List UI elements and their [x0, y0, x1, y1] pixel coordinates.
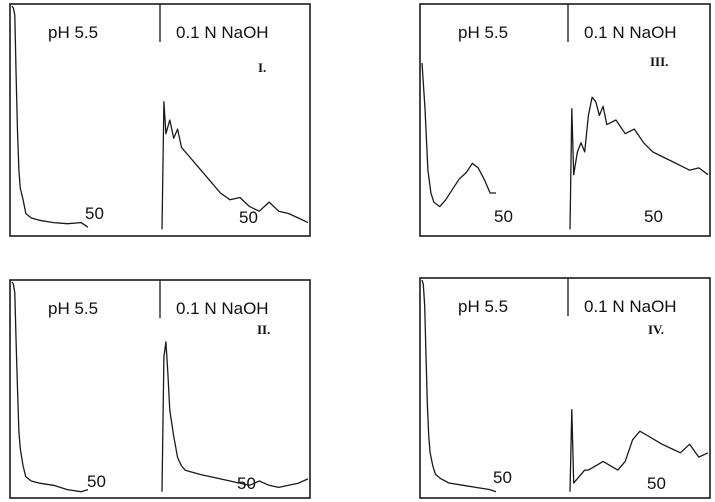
series-line-section-2 [161, 101, 309, 230]
section-label: pH 5.5 [458, 297, 508, 316]
series-line-section-1 [421, 279, 497, 493]
series-line-section-1 [11, 281, 89, 493]
panel-frame [419, 3, 711, 237]
panel-roman-label: III. [650, 54, 668, 69]
section-label: 0.1 N NaOH [584, 297, 677, 316]
series-line-section-2 [569, 408, 709, 492]
x-tick-label: 50 [85, 204, 104, 223]
section-label: 0.1 N NaOH [584, 23, 677, 42]
panel-roman-label: II. [257, 322, 270, 337]
panel-roman-label: I. [258, 60, 266, 75]
x-tick-label: 50 [87, 472, 106, 491]
section-label: 0.1 N NaOH [176, 299, 269, 318]
x-tick-label: 50 [647, 474, 666, 493]
x-tick-label: 50 [239, 208, 258, 227]
section-label: pH 5.5 [48, 299, 98, 318]
series-line-section-2 [161, 341, 309, 492]
section-label: 0.1 N NaOH [176, 23, 269, 42]
panel-roman-label: IV. [648, 322, 664, 337]
panel-4: pH 5.5 50 0.1 N NaOH 50 IV. [419, 277, 711, 499]
section-label: pH 5.5 [458, 23, 508, 42]
panel-1: pH 5.5 50 0.1 N NaOH 50 I. [9, 3, 311, 237]
series-line-section-1 [11, 5, 89, 228]
series-line-section-1 [421, 62, 496, 208]
panel-2: pH 5.5 50 0.1 N NaOH 50 III. [419, 3, 711, 237]
series-line-section-2 [569, 96, 709, 230]
panel-frame [419, 277, 711, 499]
section-label: pH 5.5 [48, 23, 98, 42]
x-tick-label: 50 [644, 207, 663, 226]
x-tick-label: 50 [237, 474, 256, 493]
panel-3: pH 5.5 50 0.1 N NaOH 50 II. [9, 279, 311, 499]
x-tick-label: 50 [494, 207, 513, 226]
x-tick-label: 50 [493, 468, 512, 487]
